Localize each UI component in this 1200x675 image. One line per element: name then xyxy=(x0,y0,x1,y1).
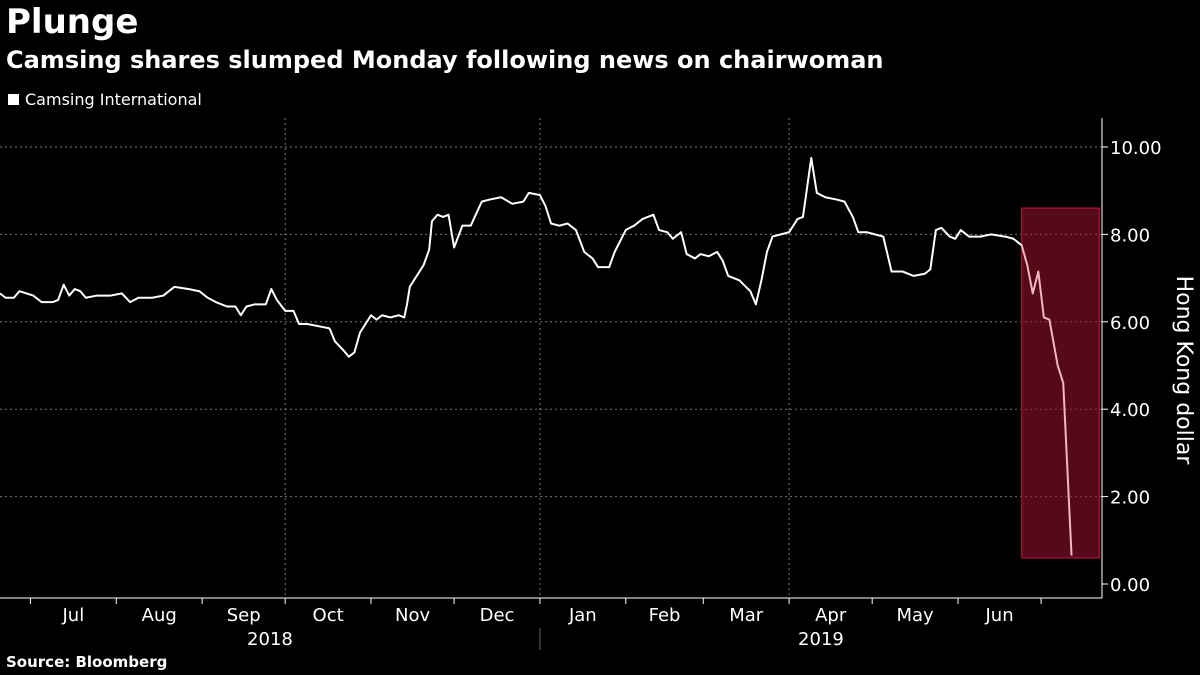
series-line xyxy=(0,156,1023,358)
x-tick-label: Sep xyxy=(227,605,261,626)
grid xyxy=(0,118,1102,598)
highlight-region xyxy=(1020,207,1100,559)
x-tick-label: Feb xyxy=(649,605,681,626)
x-tick-label: Apr xyxy=(815,605,847,626)
series-lines xyxy=(0,156,1073,556)
legend-swatch xyxy=(8,94,19,105)
chart-title: Plunge xyxy=(6,2,139,42)
y-tick-label: 10.00 xyxy=(1110,138,1162,159)
y-tick-label: 0.00 xyxy=(1110,575,1150,596)
x-tick-label: Jan xyxy=(568,605,597,626)
x-tick-label: Oct xyxy=(313,605,344,626)
year-label: 2018 xyxy=(247,629,293,650)
y-tick-label: 2.00 xyxy=(1110,488,1150,509)
x-tick-label: May xyxy=(896,605,934,626)
source-note: Source: Bloomberg xyxy=(6,653,168,671)
x-tick-label: Dec xyxy=(480,605,515,626)
x-tick-label: Nov xyxy=(395,605,430,626)
chart-subtitle: Camsing shares slumped Monday following … xyxy=(6,46,884,74)
y-tick-label: 6.00 xyxy=(1110,313,1150,334)
highlight-box xyxy=(1020,207,1100,559)
x-tick-label: Aug xyxy=(142,605,177,626)
legend-label: Camsing International xyxy=(25,90,202,109)
x-tick-label: Jul xyxy=(62,605,85,626)
axes: 0.00 2.00 4.00 6.00 8.00 10.00 Jul Aug Sep Oct Nov… xyxy=(0,118,1162,650)
legend: Camsing International xyxy=(8,90,202,109)
y-axis-label: Hong Kong dollar xyxy=(1171,276,1196,466)
year-label: 2019 xyxy=(798,629,844,650)
x-tick-label: Jun xyxy=(984,605,1013,626)
x-tick-label: Mar xyxy=(729,605,764,626)
series-line-highlighted xyxy=(1020,245,1073,556)
y-tick-label: 4.00 xyxy=(1110,400,1150,421)
y-tick-label: 8.00 xyxy=(1110,225,1150,246)
